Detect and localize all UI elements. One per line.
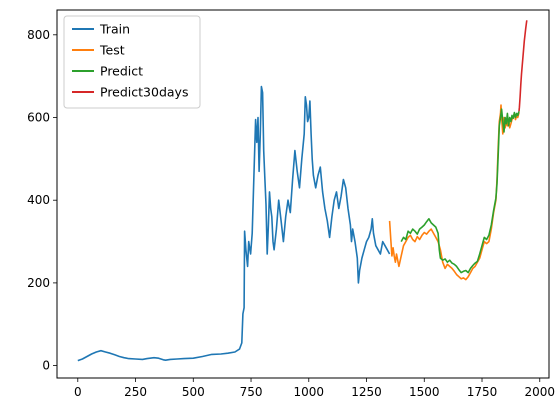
x-tick-label: 0	[74, 385, 82, 399]
y-tick-label: 800	[27, 28, 50, 42]
y-tick-label: 600	[27, 111, 50, 125]
legend-label-predict30days: Predict30days	[100, 85, 188, 100]
x-tick-label: 1250	[351, 385, 382, 399]
x-tick-label: 500	[182, 385, 205, 399]
x-tick-label: 1000	[294, 385, 325, 399]
x-tick-label: 1500	[409, 385, 440, 399]
x-tick-label: 250	[124, 385, 147, 399]
legend-label-test: Test	[99, 43, 125, 58]
x-tick-label: 1750	[467, 385, 498, 399]
y-tick-label: 200	[27, 276, 50, 290]
x-tick-label: 750	[240, 385, 263, 399]
x-tick-label: 2000	[524, 385, 555, 399]
legend: Train Test Predict Predict30days	[64, 16, 200, 108]
legend-label-train: Train	[99, 22, 130, 37]
y-tick-label: 0	[42, 359, 50, 373]
legend-label-predict: Predict	[100, 64, 143, 79]
y-tick-label: 400	[27, 193, 50, 207]
